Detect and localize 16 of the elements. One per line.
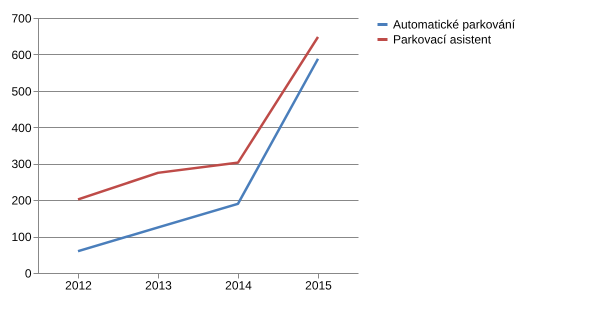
x-tick-label: 2015 — [305, 278, 332, 292]
y-tick-label: 300 — [11, 157, 32, 172]
x-tick-label: 2012 — [65, 278, 92, 292]
y-tick-label: 600 — [11, 48, 32, 62]
y-tick-label: 200 — [11, 194, 32, 208]
x-tick-label: 2013 — [145, 278, 172, 292]
y-tick-label: 500 — [11, 84, 32, 98]
y-tick-label: 400 — [11, 120, 32, 135]
line-series — [76, 58, 320, 252]
legend-label: Parkovací asistent — [393, 32, 492, 46]
x-tick-label: 2014 — [225, 278, 252, 292]
legend-label: Automatické parkování — [393, 18, 516, 32]
y-tick-label: 100 — [11, 230, 32, 244]
y-tick-label: 0 — [24, 266, 32, 280]
y-tick-label: 700 — [11, 12, 32, 26]
line-series — [76, 36, 320, 201]
